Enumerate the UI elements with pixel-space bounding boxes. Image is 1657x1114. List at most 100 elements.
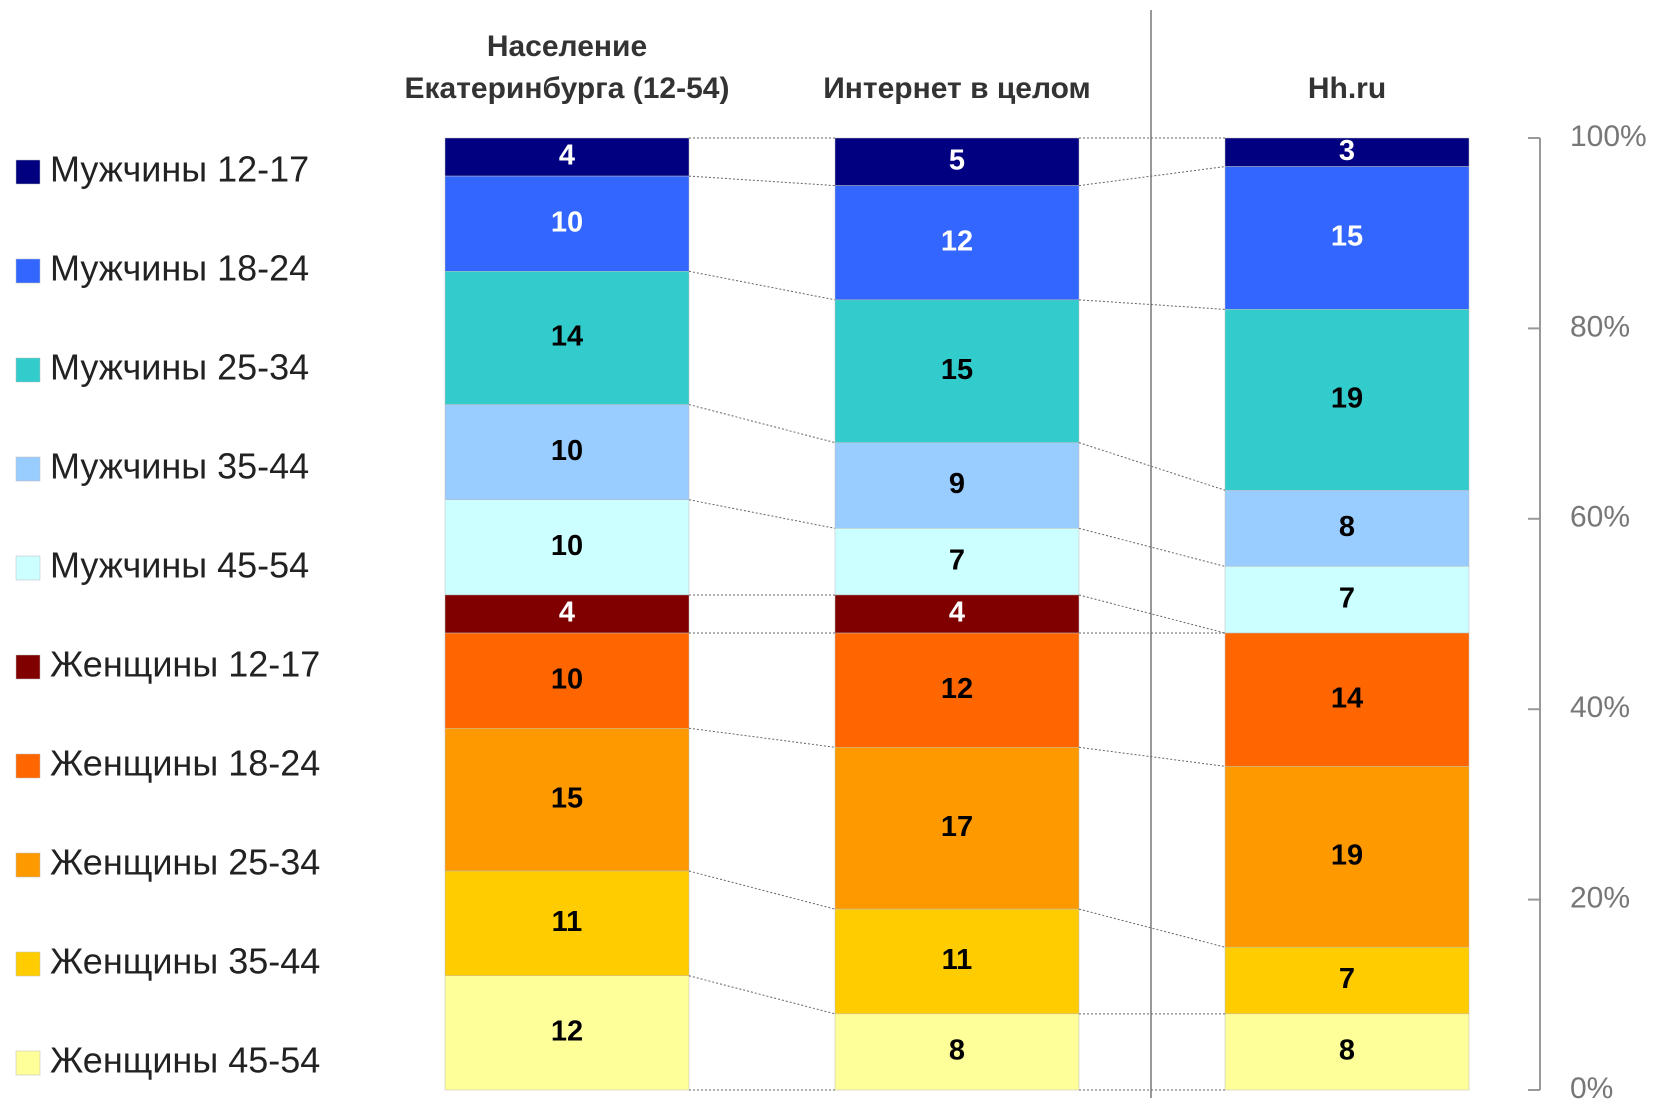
legend-label: Женщины 18-24: [50, 743, 320, 784]
legend-label: Женщины 25-34: [50, 842, 320, 883]
data-label: 7: [1339, 582, 1355, 614]
connector: [688, 870, 836, 910]
data-label: 14: [551, 321, 583, 353]
data-label: 10: [551, 435, 583, 467]
legend-swatch: [15, 357, 41, 383]
connector: [688, 270, 836, 301]
connector: [1078, 746, 1226, 767]
y-tick-label: 60%: [1570, 501, 1630, 534]
legend-label: Женщины 35-44: [50, 941, 320, 982]
legend-label: Женщины 45-54: [50, 1040, 320, 1081]
data-label: 17: [941, 811, 973, 843]
data-label: 14: [1331, 682, 1363, 714]
connector: [1078, 527, 1226, 567]
data-label: 15: [941, 354, 973, 386]
bar-segment: [1224, 632, 1470, 767]
bar-segment: [834, 1013, 1080, 1091]
bar-segment: [444, 975, 690, 1091]
legend-swatch: [15, 1050, 41, 1076]
legend-swatch: [15, 852, 41, 878]
data-label: 4: [559, 597, 575, 629]
legend-label: Мужчины 18-24: [50, 248, 309, 289]
data-label: 8: [1339, 511, 1355, 543]
data-label: 12: [551, 1016, 583, 1048]
legend-swatch: [15, 456, 41, 482]
legend-swatch: [15, 654, 41, 680]
bar-segment: [444, 870, 690, 977]
connector: [688, 975, 836, 1015]
data-label: 8: [1339, 1035, 1355, 1067]
bar-segment: [1224, 137, 1470, 167]
bar-segment: [1224, 946, 1470, 1015]
data-label: 3: [1339, 135, 1355, 167]
data-label: 7: [949, 544, 965, 576]
bar-segment: [444, 632, 690, 729]
bar-segment: [1224, 566, 1470, 634]
data-label: 19: [1331, 839, 1363, 871]
data-label: 7: [1339, 963, 1355, 995]
bar-segment: [834, 908, 1080, 1015]
bar-segment: [1224, 489, 1470, 567]
data-label: 12: [941, 673, 973, 705]
connector: [1078, 908, 1226, 948]
data-label: 10: [551, 530, 583, 562]
data-label: 11: [942, 944, 973, 976]
data-label: 10: [551, 663, 583, 695]
bar-segment: [834, 299, 1080, 443]
connector: [688, 727, 836, 748]
bar-segment: [834, 137, 1080, 186]
legend-label: Женщины 12-17: [50, 644, 320, 685]
connector: [688, 499, 836, 529]
category-label: Интернет в целом: [823, 72, 1091, 105]
data-label: 9: [949, 468, 965, 500]
connector: [1078, 166, 1226, 187]
legend-swatch: [15, 258, 41, 284]
connector: [1078, 442, 1226, 491]
bar-segment: [834, 185, 1080, 301]
connector: [688, 404, 836, 444]
data-label: 19: [1331, 382, 1363, 414]
legend-swatch: [15, 951, 41, 977]
legend-label: Мужчины 35-44: [50, 446, 309, 487]
bar-segment: [834, 528, 1080, 596]
bar-segment: [834, 747, 1080, 910]
data-label: 8: [949, 1035, 965, 1067]
category-label: Население Екатеринбурга (12-54): [404, 30, 730, 105]
y-tick-label: 40%: [1570, 691, 1630, 724]
bar-segment: [444, 175, 690, 272]
connector: [1078, 299, 1226, 310]
legend-label: Мужчины 12-17: [50, 149, 309, 190]
y-tick-label: 0%: [1570, 1072, 1613, 1105]
data-label: 10: [551, 206, 583, 238]
data-label: 15: [551, 782, 583, 814]
bar-segment: [1224, 766, 1470, 948]
y-tick-label: 80%: [1570, 310, 1630, 343]
legend-label: Мужчины 25-34: [50, 347, 309, 388]
bar-segment: [834, 442, 1080, 529]
connector: [688, 175, 836, 187]
legend-swatch: [15, 159, 41, 185]
bar-segment: [444, 499, 690, 596]
category-label: Hh.ru: [1307, 72, 1387, 105]
legend-swatch: [15, 753, 41, 779]
bar-segment: [1224, 1013, 1470, 1091]
bar-segment: [1224, 166, 1470, 310]
bar-segment: [444, 404, 690, 501]
connector: [1078, 594, 1226, 634]
bar-segment: [1224, 309, 1470, 491]
data-label: 12: [941, 225, 973, 257]
legend-label: Мужчины 45-54: [50, 545, 309, 586]
data-label: 4: [949, 597, 965, 629]
bar-segment: [444, 594, 690, 634]
legend-swatch: [15, 555, 41, 581]
y-tick-label: 20%: [1570, 882, 1630, 915]
data-label: 4: [559, 140, 575, 172]
bar-segment: [444, 727, 690, 872]
bar-segment: [444, 271, 690, 405]
data-label: 11: [552, 906, 583, 938]
data-label: 5: [949, 144, 965, 176]
data-label: 15: [1331, 221, 1363, 253]
y-tick-label: 100%: [1570, 120, 1647, 153]
